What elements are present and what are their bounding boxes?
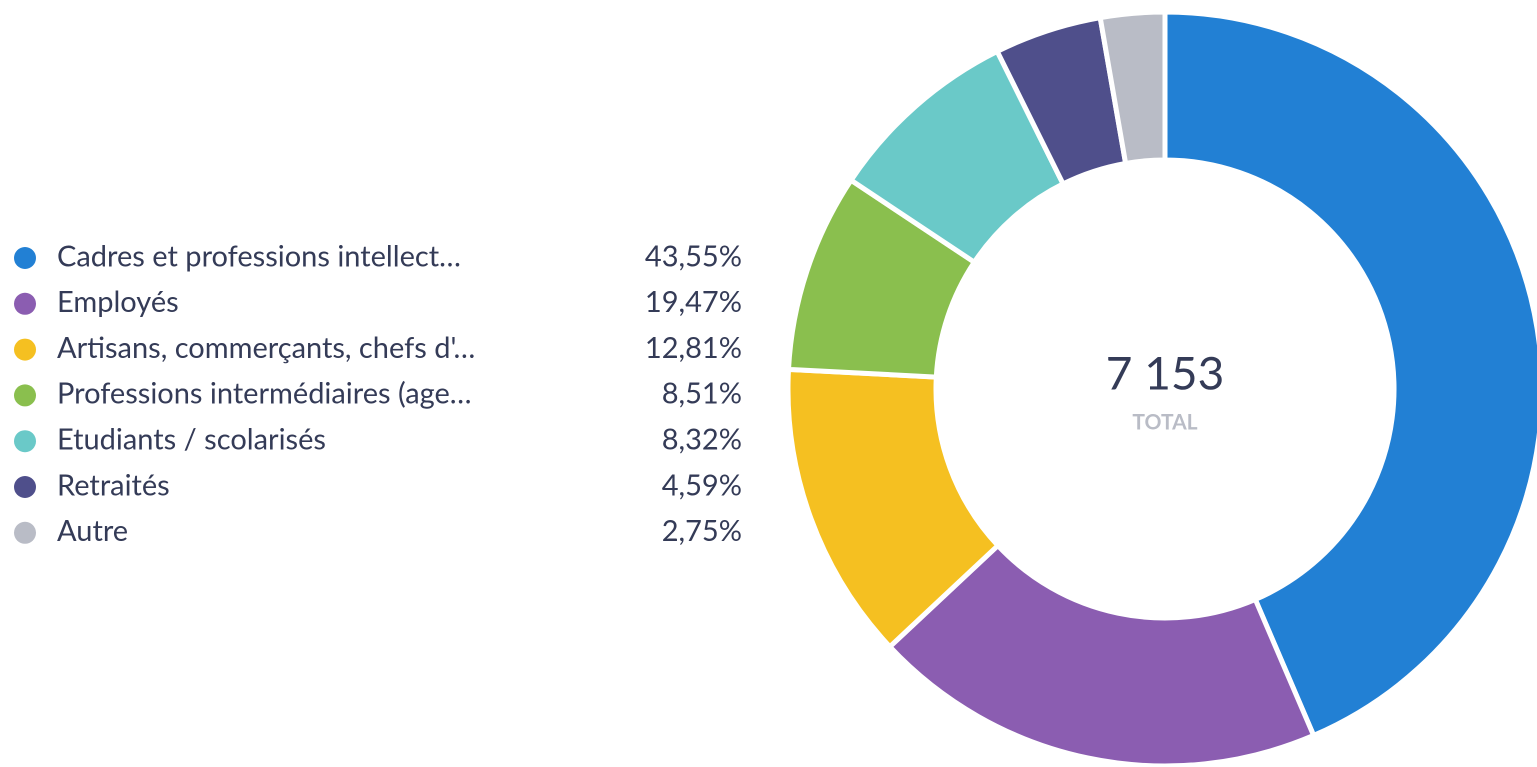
- legend-label: Employés: [57, 284, 179, 319]
- legend-marker: [14, 338, 36, 361]
- legend-marker: [14, 247, 36, 269]
- legend-value: 2,75%: [662, 513, 742, 548]
- legend-marker: [14, 521, 36, 544]
- legend-marker: [14, 292, 36, 315]
- legend-value: 12,81%: [645, 330, 742, 365]
- center-value: 7 153: [1106, 345, 1225, 400]
- legend-value: 4,59%: [662, 467, 742, 502]
- legend-value: 19,47%: [645, 284, 742, 319]
- donut-segment: [1162, 9, 1537, 739]
- legend-marker: [14, 430, 36, 453]
- legend-label: Autre: [57, 513, 128, 548]
- legend-label: Retraités: [57, 467, 170, 502]
- legend-label: Artisans, commerçants, chefs d'…: [57, 330, 475, 365]
- legend-label: Cadres et professions intellect…: [57, 238, 461, 273]
- legend-value: 8,51%: [662, 376, 742, 411]
- legend-marker: [14, 476, 36, 498]
- donut-segment: [886, 542, 1317, 767]
- legend-marker: [14, 384, 36, 407]
- legend-value: 43,55%: [645, 238, 742, 273]
- legend-label: Professions intermédiaires (age…: [57, 376, 472, 411]
- donut-segment: [1097, 9, 1168, 167]
- legend-label: Etudiants / scolarisés: [57, 422, 326, 457]
- center-label: TOTAL: [1132, 409, 1197, 434]
- legend-value: 8,32%: [662, 422, 742, 457]
